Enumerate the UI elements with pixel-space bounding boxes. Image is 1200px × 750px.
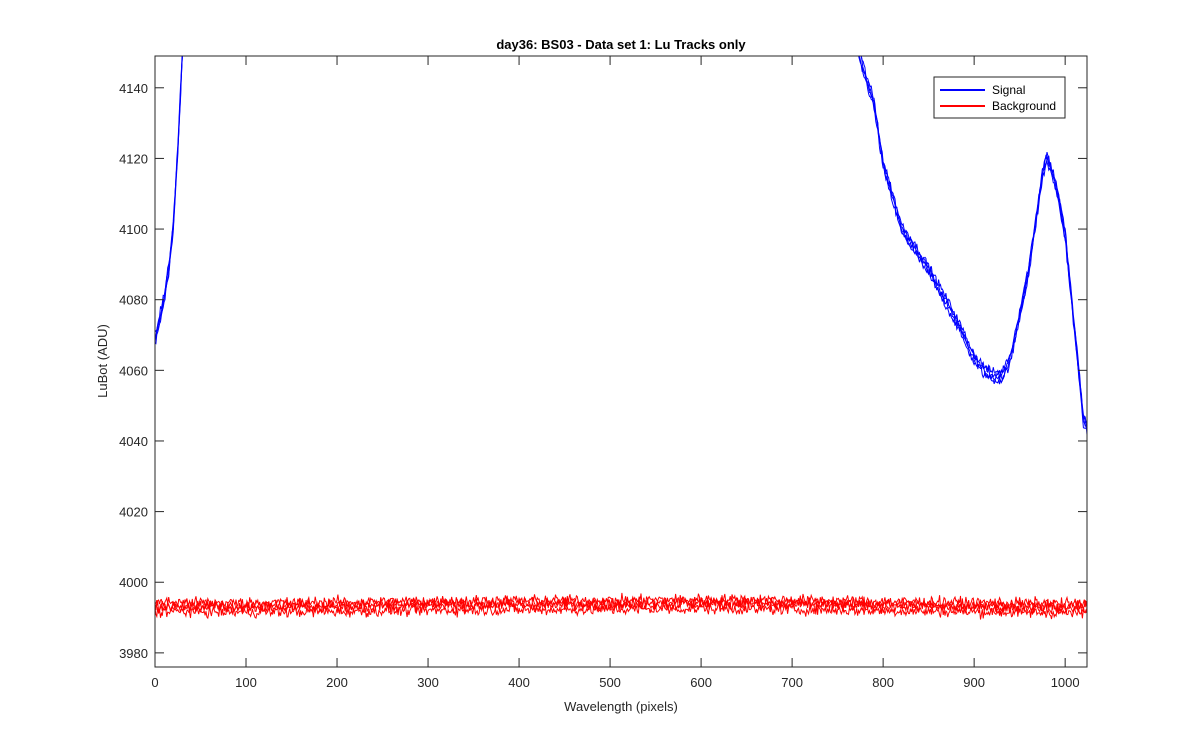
- y-tick-label: 4000: [119, 575, 148, 590]
- y-tick-label: 4020: [119, 505, 148, 520]
- series-line-background-3: [155, 601, 1087, 620]
- series-line-background-4: [155, 595, 1087, 614]
- x-tick-label: 500: [599, 675, 621, 690]
- legend: Signal Background: [933, 76, 1066, 119]
- x-tick-label: 900: [963, 675, 985, 690]
- x-tick-label: 800: [872, 675, 894, 690]
- y-tick-label: 4120: [119, 151, 148, 166]
- series-line-signal-4: [155, 56, 1087, 424]
- y-tick-label: 4040: [119, 434, 148, 449]
- tick-layer: 0 100 200 300 400 500 600 700 800 900 1000 3980 4000…: [119, 56, 1087, 690]
- y-tick-label: 4100: [119, 222, 148, 237]
- x-tick-label: 0: [151, 675, 158, 690]
- y-axis-title: LuBot (ADU): [95, 324, 110, 398]
- x-tick-label: 1000: [1051, 675, 1080, 690]
- x-tick-label: 200: [326, 675, 348, 690]
- chart-title: day36: BS03 - Data set 1: Lu Tracks only: [496, 37, 746, 52]
- x-tick-label: 400: [508, 675, 530, 690]
- y-tick-label: 4060: [119, 363, 148, 378]
- x-tick-label: 100: [235, 675, 257, 690]
- x-tick-label: 700: [781, 675, 803, 690]
- y-tick-label: 4140: [119, 81, 148, 96]
- series-line-background-2: [155, 592, 1087, 611]
- legend-label-background: Background: [992, 99, 1056, 113]
- series-layer: [155, 56, 1087, 620]
- plot-frame: [154, 55, 1088, 668]
- legend-label-signal: Signal: [992, 83, 1025, 97]
- x-tick-label: 300: [417, 675, 439, 690]
- x-tick-label: 600: [690, 675, 712, 690]
- y-tick-label: 3980: [119, 646, 148, 661]
- x-axis-title: Wavelength (pixels): [564, 699, 678, 714]
- plot-area: [155, 56, 1087, 667]
- y-tick-label: 4080: [119, 293, 148, 308]
- legend-box: [933, 76, 1066, 119]
